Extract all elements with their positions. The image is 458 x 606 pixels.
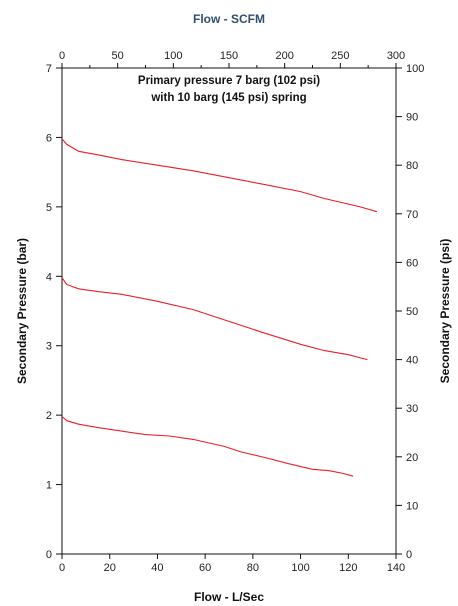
- top-tick-label: 50: [112, 50, 124, 62]
- bottom-tick-label: 100: [291, 562, 309, 574]
- top-tick-label: 300: [387, 50, 405, 62]
- right-tick-label: 40: [406, 355, 418, 367]
- top-tick-label: 200: [275, 50, 293, 62]
- bottom-tick-label: 120: [339, 562, 357, 574]
- chart-subtitle: with 10 barg (145 psi) spring: [150, 92, 306, 104]
- bottom-tick-label: 140: [387, 562, 405, 574]
- right-tick-label: 100: [406, 63, 424, 75]
- bottom-axis-title: Flow - L/Sec: [194, 590, 264, 604]
- right-tick-label: 30: [406, 403, 418, 415]
- chart-title: Primary pressure 7 barg (102 psi): [138, 75, 320, 87]
- top-tick-label: 150: [220, 50, 238, 62]
- top-axis-title: Flow - SCFM: [193, 12, 265, 26]
- right-tick-label: 50: [406, 306, 418, 318]
- series-line-1: [61, 138, 378, 213]
- left-tick-label: 5: [46, 202, 52, 214]
- left-tick-label: 3: [46, 341, 52, 353]
- left-tick-label: 0: [46, 549, 52, 561]
- left-tick-label: 6: [46, 132, 52, 144]
- bottom-tick-label: 20: [104, 562, 116, 574]
- left-tick-label: 1: [46, 480, 52, 492]
- left-axis-title: Secondary Pressure (bar): [15, 238, 29, 384]
- bottom-tick-label: 60: [199, 562, 211, 574]
- right-tick-label: 20: [406, 452, 418, 464]
- series-lines: [61, 138, 378, 477]
- left-tick-label: 2: [46, 410, 52, 422]
- left-tick-label: 4: [46, 271, 52, 283]
- right-tick-label: 0: [406, 549, 412, 561]
- left-tick-label: 7: [46, 63, 52, 75]
- series-line-3: [61, 416, 354, 477]
- bottom-tick-label: 0: [59, 562, 65, 574]
- top-tick-label: 250: [331, 50, 349, 62]
- bottom-axis-ticks: 0 20 40 60 80 100 120 140: [59, 554, 405, 574]
- right-axis-title: Secondary Pressure (psi): [438, 239, 452, 384]
- right-tick-label: 10: [406, 500, 418, 512]
- bottom-tick-label: 80: [247, 562, 259, 574]
- right-axis-ticks: 0 10 20 30 40 50 60 70 80 90 100: [396, 63, 424, 561]
- right-tick-label: 90: [406, 112, 418, 124]
- bottom-tick-label: 40: [151, 562, 163, 574]
- right-tick-label: 70: [406, 209, 418, 221]
- right-tick-label: 60: [406, 257, 418, 269]
- left-axis-ticks: 0 1 2 3 4 5 6 7: [46, 63, 62, 561]
- plot-frame: [61, 67, 397, 555]
- series-line-2: [61, 277, 368, 361]
- top-axis-ticks: 0 50 100 150 200 250 300: [59, 50, 405, 68]
- right-tick-label: 80: [406, 160, 418, 172]
- top-tick-label: 0: [59, 50, 65, 62]
- top-tick-label: 100: [164, 50, 182, 62]
